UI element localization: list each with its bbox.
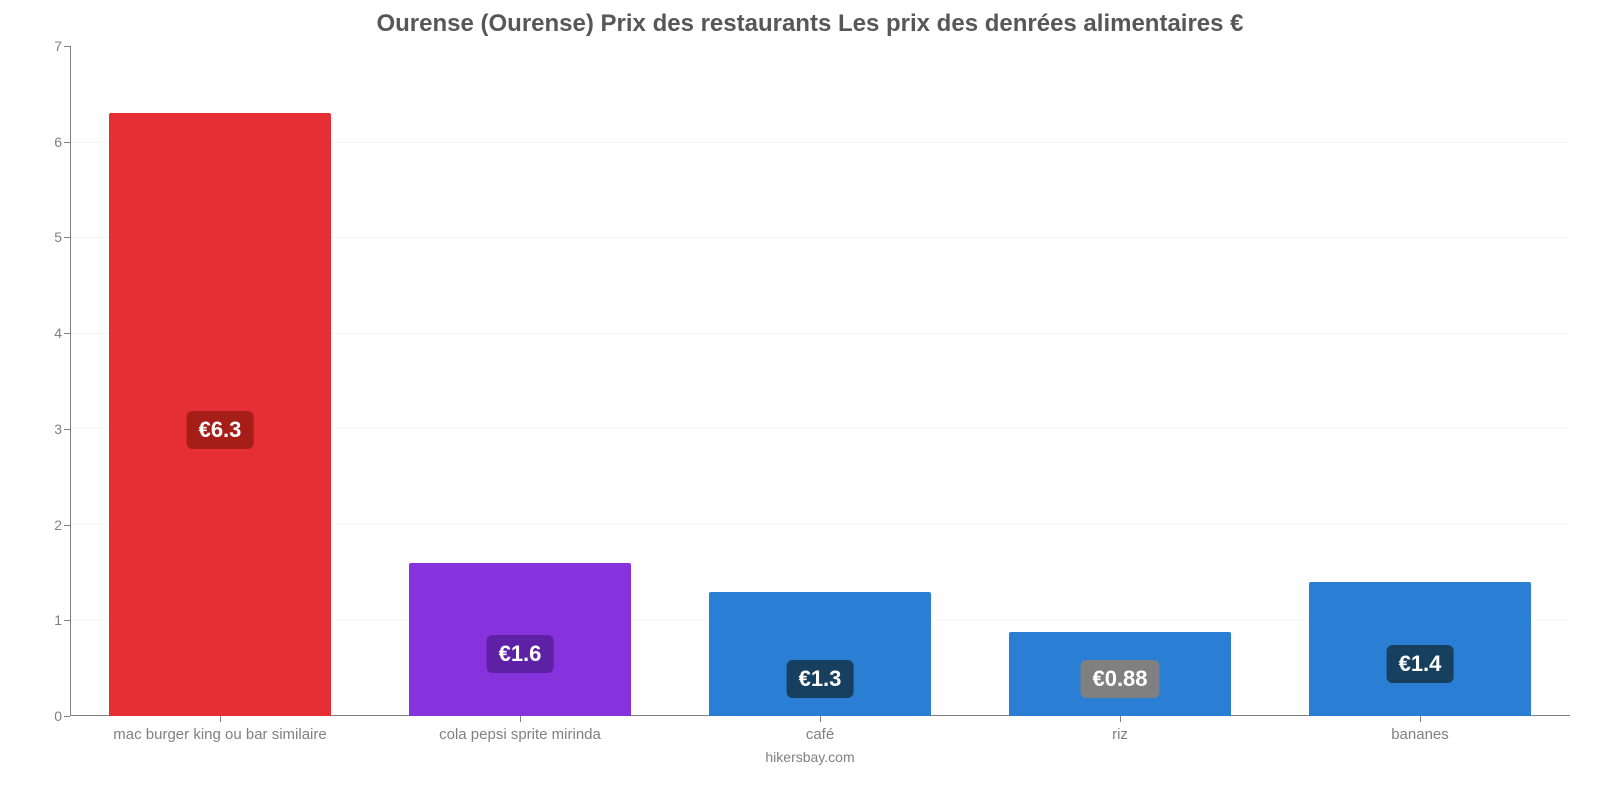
bar: €1.3 <box>709 592 931 716</box>
x-tick <box>1420 716 1421 722</box>
bar: €6.3 <box>109 113 331 716</box>
y-tick-label: 5 <box>54 229 62 245</box>
y-tick-label: 3 <box>54 421 62 437</box>
bar-slot: €1.6 <box>370 46 670 716</box>
bar: €1.6 <box>409 563 631 716</box>
x-tick <box>520 716 521 722</box>
x-tick <box>220 716 221 722</box>
y-axis: 01234567 <box>40 46 70 716</box>
bar-slot: €1.4 <box>1270 46 1570 716</box>
attribution: hikersbay.com <box>50 749 1570 765</box>
plot-area: 01234567 €6.3€1.6€1.3€0.88€1.4 <box>70 46 1570 716</box>
x-tick <box>1120 716 1121 722</box>
y-tick-label: 2 <box>54 517 62 533</box>
value-badge: €1.6 <box>487 635 554 673</box>
y-tick-label: 6 <box>54 134 62 150</box>
value-badge: €1.4 <box>1387 645 1454 683</box>
bars-layer: €6.3 €1.6 €1.3 €0.88 €1.4 <box>70 46 1570 716</box>
y-tick-label: 4 <box>54 325 62 341</box>
chart-container: Ourense (Ourense) Prix des restaurants L… <box>0 0 1600 800</box>
value-badge: €6.3 <box>187 411 254 449</box>
bar: €1.4 <box>1309 582 1531 716</box>
bar-slot: €0.88 <box>970 46 1270 716</box>
bar-slot: €6.3 <box>70 46 370 716</box>
y-tick-label: 1 <box>54 612 62 628</box>
value-badge: €1.3 <box>787 660 854 698</box>
y-tick-label: 0 <box>54 708 62 724</box>
chart-title: Ourense (Ourense) Prix des restaurants L… <box>50 10 1570 38</box>
bar-slot: €1.3 <box>670 46 970 716</box>
y-tick-label: 7 <box>54 38 62 54</box>
bar: €0.88 <box>1009 632 1231 716</box>
value-badge: €0.88 <box>1080 660 1159 698</box>
x-tick <box>820 716 821 722</box>
